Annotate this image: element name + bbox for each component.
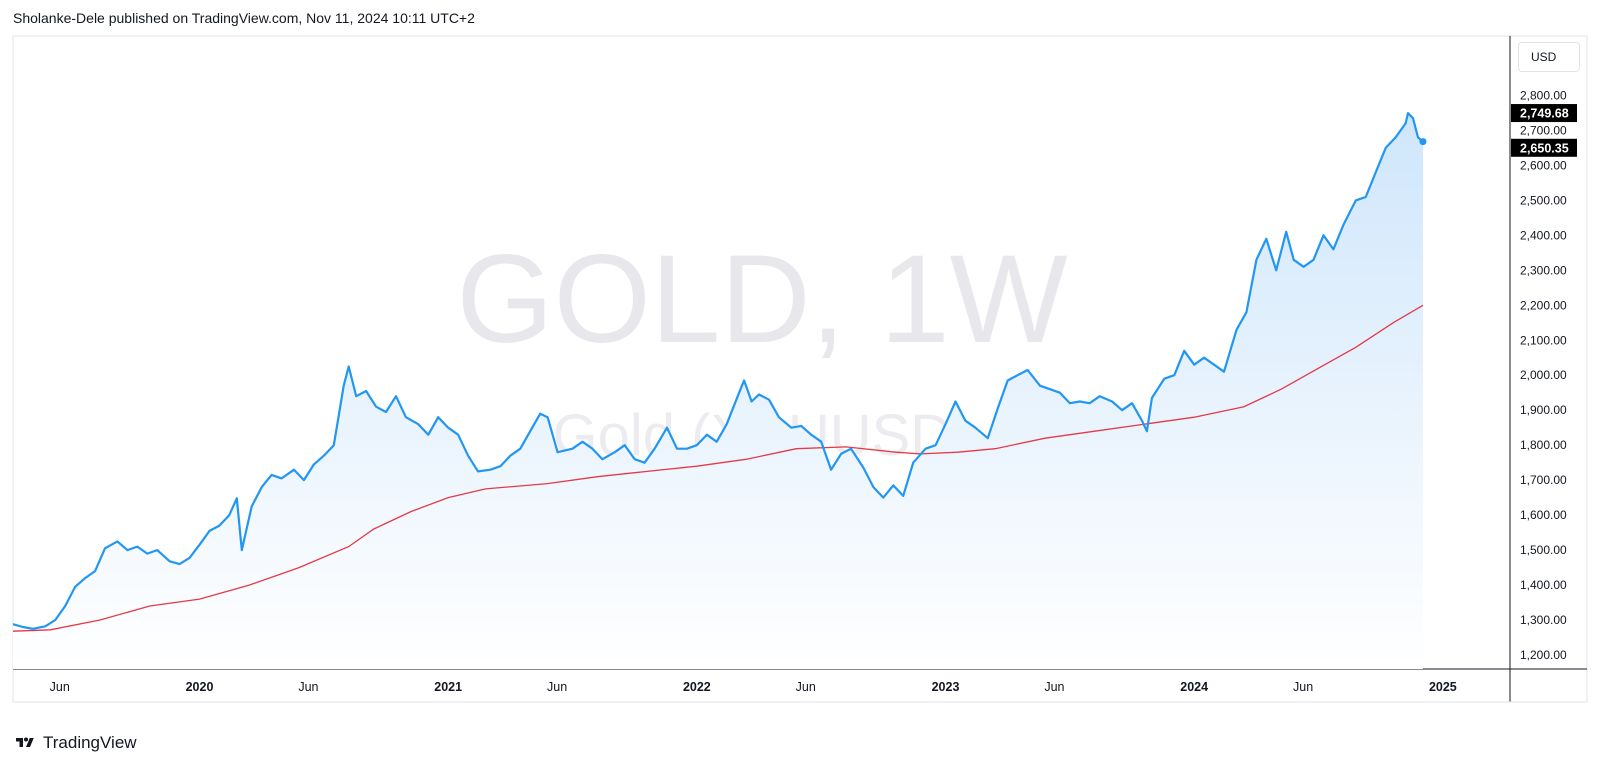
price-badges: 2,749.68 2,650.35 (1511, 104, 1577, 157)
x-tick-label: Jun (547, 680, 567, 694)
price-area-fill (13, 113, 1423, 670)
tradingview-logo-icon (16, 737, 34, 747)
price-badge-label: 2,749.68 (1520, 107, 1569, 121)
watermark-symbol: GOLD, 1W (456, 230, 1067, 369)
price-axis[interactable]: 2,800.00 2,700.00 2,600.00 2,500.00 2,400.00… (1520, 88, 1567, 662)
x-tick-label: Jun (1293, 680, 1313, 694)
currency-selector[interactable]: USD (1518, 42, 1580, 72)
x-tick-label: 2025 (1429, 680, 1457, 694)
price-badge-bg (1511, 138, 1577, 157)
y-tick-label: 2,100.00 (1520, 333, 1567, 347)
y-tick-label: 2,400.00 (1520, 228, 1567, 242)
x-tick-label: 2020 (186, 680, 214, 694)
y-tick-label: 1,700.00 (1520, 473, 1567, 487)
y-tick-label: 2,000.00 (1520, 368, 1567, 382)
x-tick-label: Jun (796, 680, 816, 694)
y-tick-label: 1,500.00 (1520, 543, 1567, 557)
y-tick-label: 1,300.00 (1520, 613, 1567, 627)
x-tick-label: Jun (1044, 680, 1064, 694)
y-tick-label: 2,700.00 (1520, 123, 1567, 137)
x-tick-label: Jun (50, 680, 70, 694)
x-tick-label: 2023 (932, 680, 960, 694)
price-line-layer (12, 112, 1427, 630)
y-tick-label: 1,600.00 (1520, 508, 1567, 522)
y-tick-label: 2,300.00 (1520, 263, 1567, 277)
publish-attribution: Sholanke-Dele published on TradingView.c… (13, 10, 475, 26)
y-tick-label: 2,200.00 (1520, 298, 1567, 312)
x-tick-label: 2022 (683, 680, 711, 694)
area-fill-layer (13, 113, 1423, 670)
y-tick-label: 2,800.00 (1520, 88, 1567, 102)
y-tick-label: 1,200.00 (1520, 648, 1567, 662)
moving-average-line (12, 304, 1424, 632)
footer-brand[interactable]: TradingView (13, 733, 137, 753)
x-tick-label: 2024 (1180, 680, 1208, 694)
last-price-marker (1419, 138, 1427, 146)
y-tick-label: 2,600.00 (1520, 158, 1567, 172)
time-axis[interactable]: Jun 2020 Jun 2021 Jun 2022 Jun 2023 Jun 2024 Jun 20… (50, 680, 1457, 694)
y-tick-label: 2,500.00 (1520, 193, 1567, 207)
x-tick-label: Jun (298, 680, 318, 694)
price-badge-bg (1511, 104, 1577, 123)
y-tick-label: 1,900.00 (1520, 403, 1567, 417)
footer-brand-label: TradingView (43, 733, 137, 752)
y-tick-label: 1,400.00 (1520, 578, 1567, 592)
x-tick-label: 2021 (434, 680, 462, 694)
price-badge-label: 2,650.35 (1520, 141, 1569, 155)
price-line (12, 112, 1424, 630)
moving-average-layer (12, 304, 1424, 632)
y-tick-label: 1,800.00 (1520, 438, 1567, 452)
